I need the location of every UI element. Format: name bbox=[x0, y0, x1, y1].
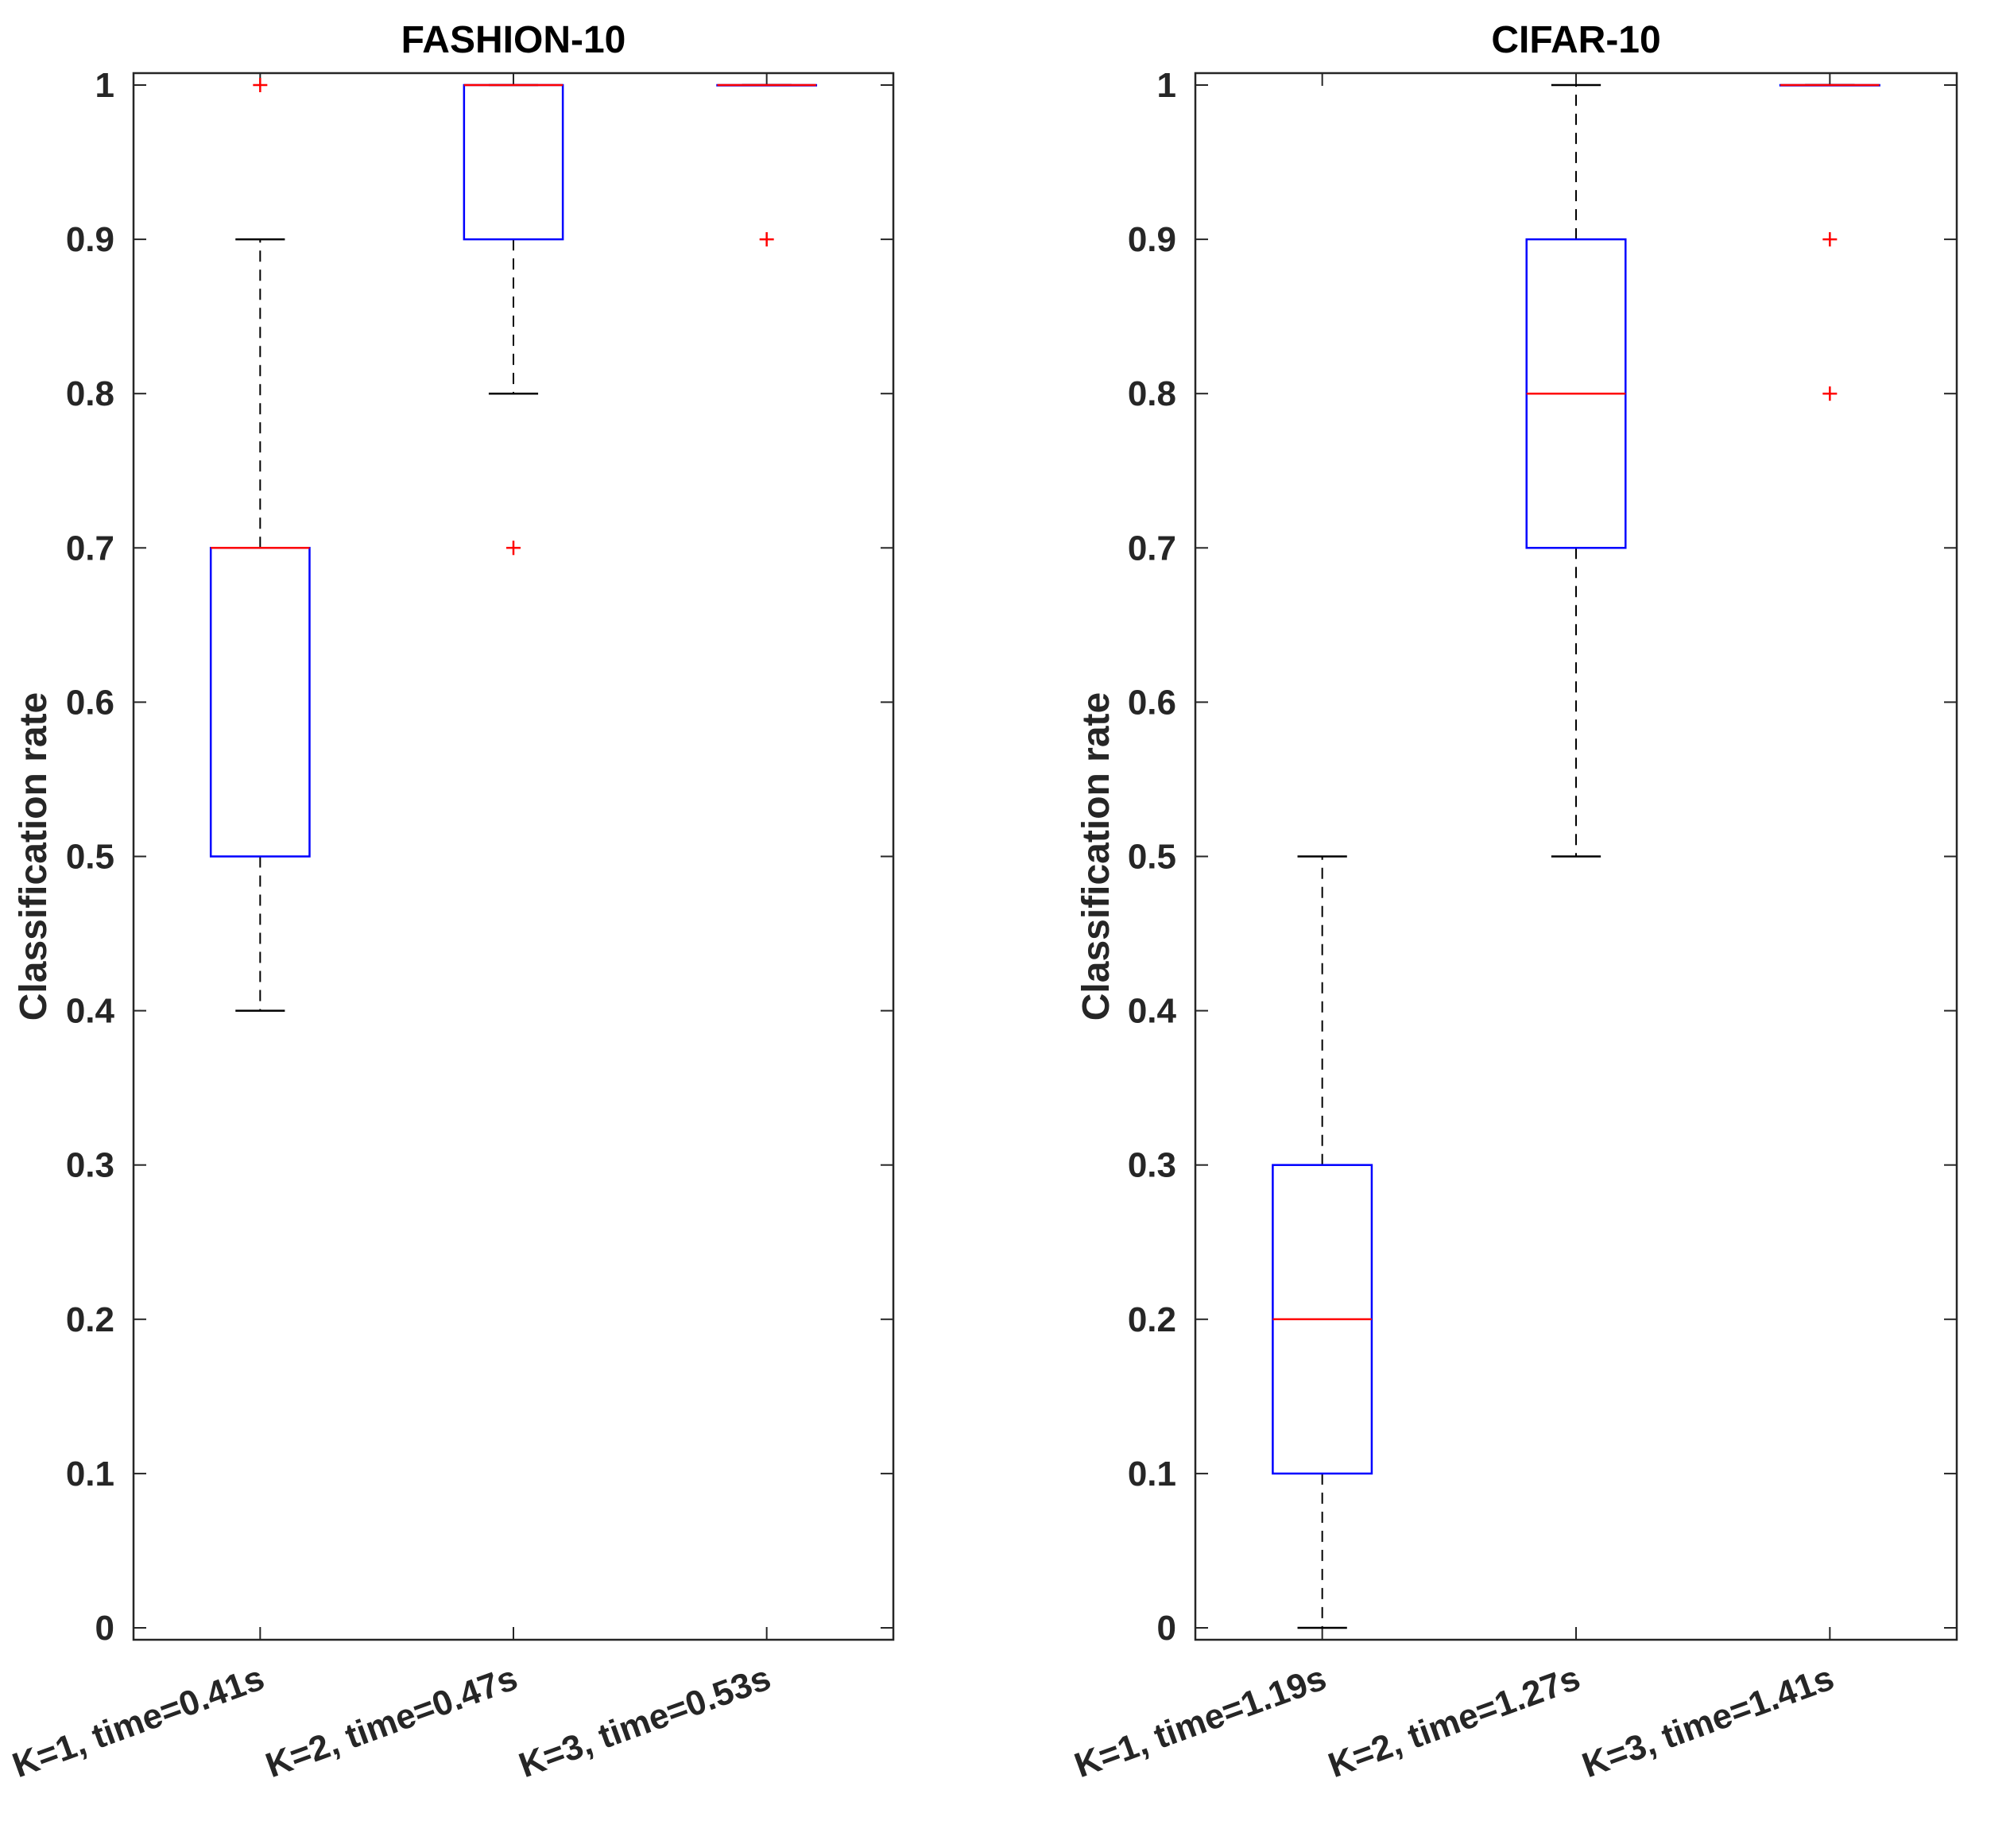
outlier-marker bbox=[253, 78, 268, 92]
cifar-10-chart: CIFAR-10 0 0.1 0.2 0.3 0.4 0.5 0.6 0.7 0.8 0.9 1 Cla… bbox=[1070, 19, 1958, 1785]
x-category-label: K=1, time=0.41s bbox=[7, 1658, 269, 1785]
y-tick-label: 1 bbox=[95, 66, 114, 105]
y-tick-label: 0.7 bbox=[1128, 529, 1176, 568]
x-category-label: K=1, time=1.19s bbox=[1070, 1658, 1331, 1785]
outlier-marker bbox=[1822, 386, 1838, 401]
y-axis-label: Classification rate bbox=[13, 692, 55, 1021]
x-category-label: K=2, time=0.47s bbox=[261, 1658, 522, 1785]
y-tick-label: 0.1 bbox=[66, 1455, 114, 1494]
axes-frame bbox=[1194, 72, 1958, 1641]
x-category-label: K=3, time=0.53s bbox=[514, 1658, 776, 1785]
chart-title: FASHION-10 bbox=[401, 19, 626, 61]
y-tick-label: 0.4 bbox=[1128, 992, 1177, 1031]
y-tick-label: 0 bbox=[95, 1609, 114, 1648]
y-tick-label: 0.6 bbox=[66, 683, 114, 722]
box bbox=[463, 83, 564, 241]
outlier-marker bbox=[759, 232, 774, 247]
y-tick-label: 0.5 bbox=[66, 838, 114, 877]
y-tick-label: 1 bbox=[1157, 66, 1176, 105]
y-tick-label: 0.2 bbox=[1128, 1300, 1176, 1339]
x-category-label: K=2, time=1.27s bbox=[1323, 1658, 1585, 1785]
y-axis-label: Classification rate bbox=[1075, 692, 1117, 1021]
y-tick-label: 0.8 bbox=[66, 374, 114, 413]
y-tick-label: 0.9 bbox=[66, 220, 114, 259]
box bbox=[209, 547, 311, 858]
fashion-10-chart: FASHION-10 0 0.1 0.2 0.3 0.4 0.5 0.6 0.7 0.8 0.9 1 C… bbox=[7, 19, 895, 1785]
outlier-marker bbox=[506, 540, 521, 556]
y-tick-label: 0.2 bbox=[66, 1300, 114, 1339]
y-tick-label: 0.4 bbox=[66, 992, 115, 1031]
y-tick-label: 0.3 bbox=[1128, 1146, 1176, 1185]
x-category-label: K=3, time=1.41s bbox=[1577, 1658, 1838, 1785]
y-tick-label: 0.6 bbox=[1128, 683, 1176, 722]
axes-frame bbox=[132, 72, 895, 1641]
y-tick-label: 0.7 bbox=[66, 529, 114, 568]
y-tick-label: 0.1 bbox=[1128, 1455, 1176, 1494]
y-tick-label: 0.3 bbox=[66, 1146, 114, 1185]
chart-title: CIFAR-10 bbox=[1491, 19, 1660, 61]
y-tick-label: 0.9 bbox=[1128, 220, 1176, 259]
y-tick-label: 0 bbox=[1157, 1609, 1176, 1648]
y-tick-label: 0.8 bbox=[1128, 374, 1176, 413]
y-tick-label: 0.5 bbox=[1128, 838, 1176, 877]
outlier-marker bbox=[1822, 232, 1838, 247]
